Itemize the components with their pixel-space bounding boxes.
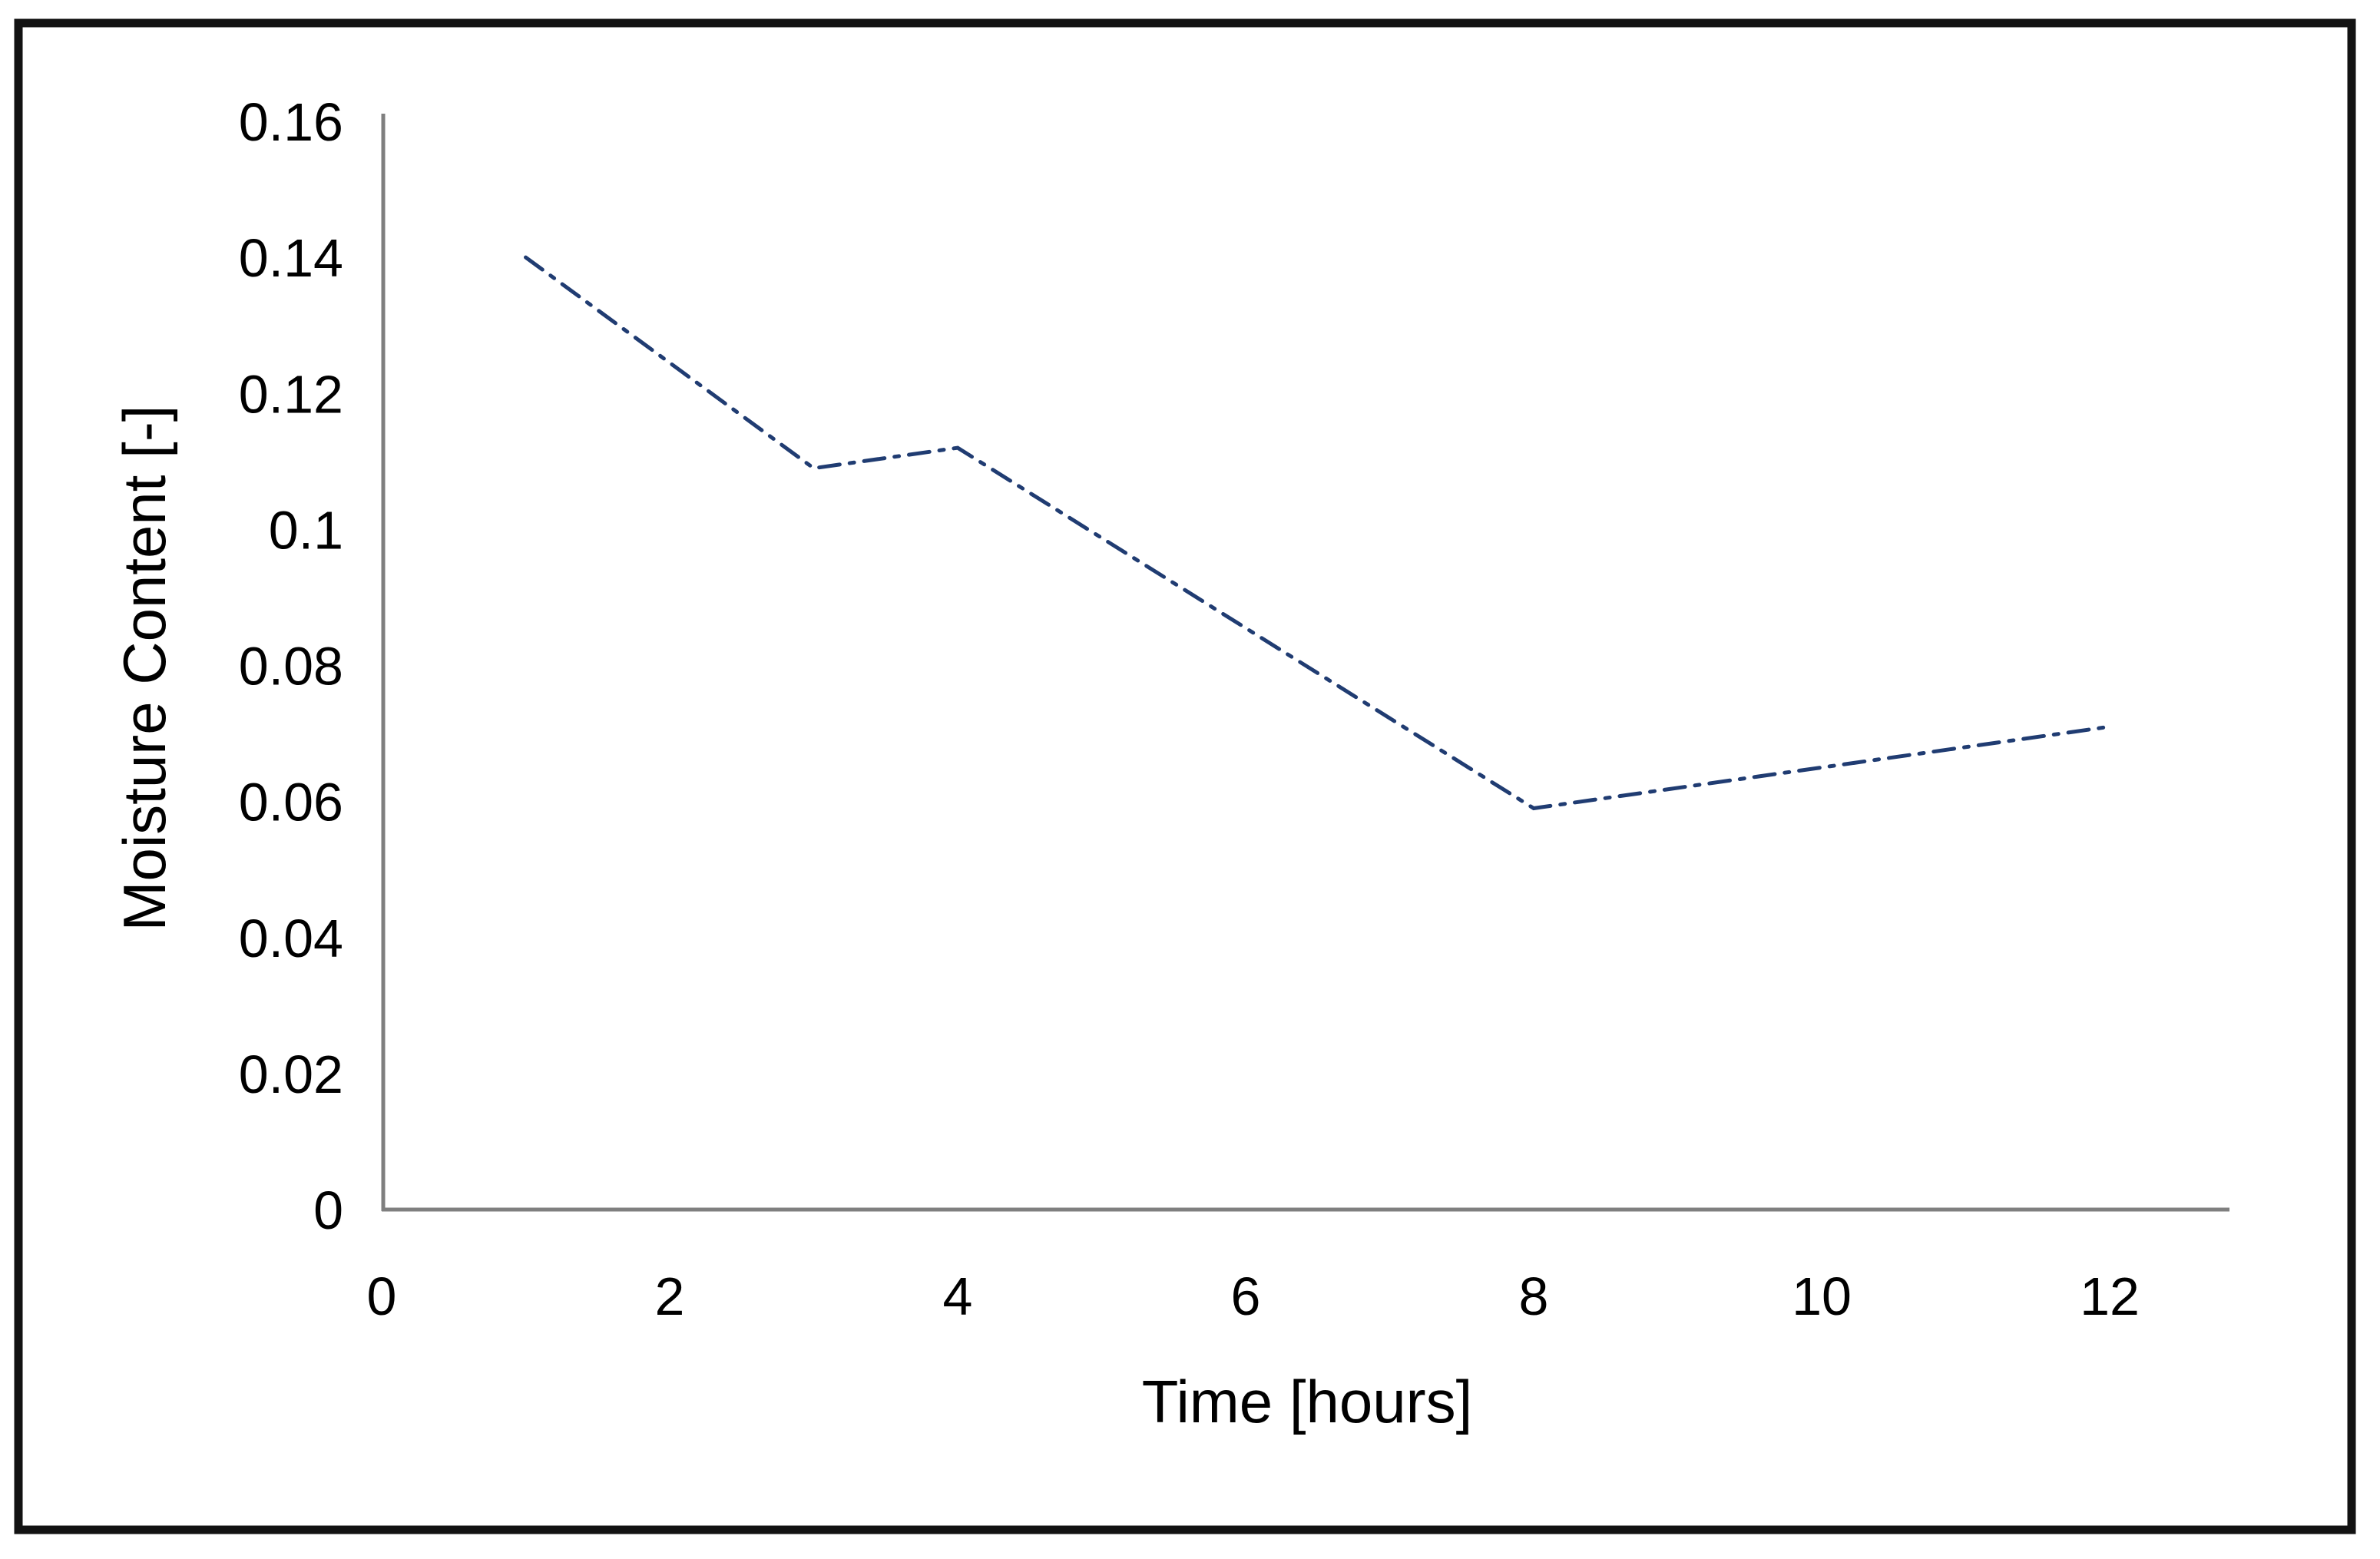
y-axis-tick-labels: 0 0.02 0.04 0.06 0.08 0.1 0.12 0.14 0.16 bbox=[239, 92, 343, 1240]
y-tick-label: 0.14 bbox=[239, 228, 343, 288]
x-tick-label: 8 bbox=[1519, 1266, 1549, 1326]
y-tick-label: 0.06 bbox=[239, 773, 343, 832]
y-tick-label: 0.04 bbox=[239, 909, 343, 968]
y-tick-label: 0.16 bbox=[239, 92, 343, 152]
x-axis-title: Time [hours] bbox=[1142, 1368, 1473, 1435]
y-axis-title: Moisture Content [-] bbox=[111, 405, 178, 932]
outer-border-frame bbox=[14, 18, 2356, 1534]
y-tick-label: 0.02 bbox=[239, 1044, 343, 1104]
x-tick-label: 2 bbox=[655, 1266, 685, 1326]
x-tick-label: 0 bbox=[367, 1266, 397, 1326]
y-tick-label: 0.08 bbox=[239, 637, 343, 697]
x-axis-tick-labels: 0 2 4 6 8 10 12 bbox=[367, 1266, 2140, 1326]
x-tick-label: 12 bbox=[2080, 1266, 2140, 1326]
moisture-content-series-line bbox=[524, 255, 2112, 811]
x-tick-label: 6 bbox=[1231, 1266, 1261, 1326]
y-tick-label: 0.1 bbox=[269, 500, 343, 560]
x-tick-label: 4 bbox=[943, 1266, 973, 1326]
y-tick-label: 0 bbox=[313, 1180, 343, 1240]
y-tick-label: 0.12 bbox=[239, 364, 343, 424]
x-tick-label: 10 bbox=[1792, 1266, 1852, 1326]
